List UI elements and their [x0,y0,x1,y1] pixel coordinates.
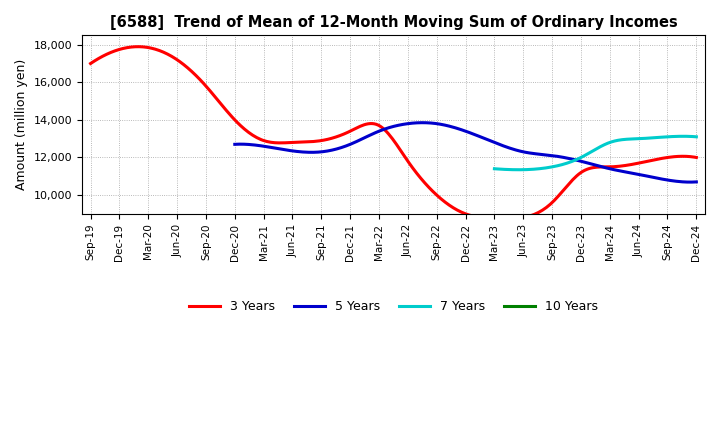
5 Years [230,142,239,147]
7 Years [490,166,499,172]
3 Years [447,204,456,209]
5 Years [686,180,695,185]
5 Years [505,145,514,150]
7 Years [611,138,619,143]
5 Years [419,120,428,125]
Line: 3 Years: 3 Years [91,47,696,219]
Line: 7 Years: 7 Years [495,136,696,170]
3 Years [503,216,512,222]
3 Years [459,210,468,216]
3 Years [89,59,97,65]
5 Years [507,146,516,151]
5 Years [232,142,240,147]
3 Years [86,61,95,66]
Line: 5 Years: 5 Years [235,123,696,182]
7 Years [674,134,683,139]
7 Years [491,166,500,172]
3 Years [132,44,141,49]
Y-axis label: Amount (million yen): Amount (million yen) [15,59,28,190]
7 Years [614,138,623,143]
5 Years [650,175,659,180]
7 Years [611,138,620,143]
3 Years [601,164,610,169]
7 Years [692,134,701,139]
5 Years [621,169,630,175]
3 Years [449,205,457,210]
3 Years [692,155,701,160]
5 Years [515,148,523,154]
Title: [6588]  Trend of Mean of 12-Month Moving Sum of Ordinary Incomes: [6588] Trend of Mean of 12-Month Moving … [109,15,678,30]
7 Years [679,134,688,139]
Legend: 3 Years, 5 Years, 7 Years, 10 Years: 3 Years, 5 Years, 7 Years, 10 Years [184,295,603,318]
7 Years [661,134,670,139]
7 Years [514,167,523,172]
3 Years [639,159,648,165]
5 Years [692,179,701,184]
